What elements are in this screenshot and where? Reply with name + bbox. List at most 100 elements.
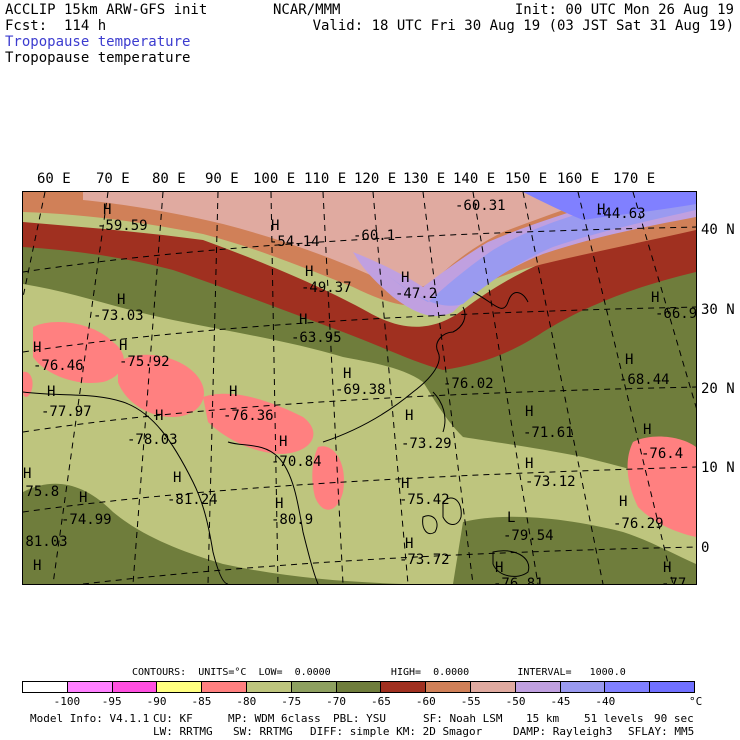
extremum-value: -49.37 [301, 280, 352, 296]
extremum-marker: H [525, 404, 533, 420]
grid-lat-30 [23, 306, 696, 353]
band-minus80-b [118, 354, 204, 417]
model-cu: CU: KF [153, 712, 193, 725]
extremum-value: -60.31 [455, 198, 506, 214]
legend-tick-label: -65 [370, 695, 391, 708]
lat-label: 0 [701, 540, 710, 556]
extremum-marker: H [275, 496, 283, 512]
extremum-value: -54.14 [269, 234, 320, 250]
legend-swatch [336, 682, 382, 692]
coastline [23, 291, 529, 584]
legend-tick-label: -85 [191, 695, 212, 708]
lon-label: 90 E [205, 171, 239, 187]
extremum-value: -77.97 [41, 404, 92, 420]
lon-label: 100 E [253, 171, 296, 187]
model-sflay: SFLAY: MM5 [628, 725, 695, 738]
legend-swatch [515, 682, 561, 692]
extremum-marker: H [405, 536, 413, 552]
contour-units: UNITS=°C [198, 667, 247, 678]
legend-swatch [291, 682, 337, 692]
islands [422, 497, 530, 577]
contour-label: CONTOURS: [132, 667, 187, 678]
extremum-value: -73.29 [401, 436, 452, 452]
legend-swatch [470, 682, 516, 692]
extremum-value: -68.44 [619, 372, 670, 388]
plot-title: ACCLIP 15km ARW-GFS init [5, 2, 208, 18]
legend-tick-label: -95 [101, 695, 122, 708]
extremum-marker: H [79, 490, 87, 506]
model-version: Model Info: V4.1.1 [30, 712, 150, 725]
legend-tick-label: -50 [505, 695, 526, 708]
extremum-value: -75.92 [119, 354, 170, 370]
extremum-value: -76.81 [493, 576, 544, 584]
extremum-marker: H [495, 560, 503, 576]
source-center: NCAR/MMM [273, 2, 341, 18]
extremum-value: -63.95 [291, 330, 342, 346]
contour-low: LOW= 0.0000 [258, 667, 331, 678]
extremum-marker: H [173, 470, 181, 486]
model-lw: LW: RRTMG [153, 725, 213, 738]
extremum-marker: H [33, 340, 41, 356]
legend-swatch [381, 682, 427, 692]
legend-unit: °C [689, 695, 703, 708]
graticule [23, 192, 696, 584]
band-minus45 [383, 192, 696, 306]
model-timestep: 90 sec [654, 712, 694, 725]
extremum-marker: H [401, 270, 409, 286]
model-sw: SW: RRTMG [233, 725, 293, 738]
extremum-marker: H [119, 338, 127, 354]
extremum-marker: H [299, 312, 307, 328]
band-minus80-d [312, 446, 344, 510]
extremum-value: -44.63 [595, 206, 646, 222]
extremum-marker: H [405, 408, 413, 424]
extremum-marker: H [663, 560, 671, 576]
band-minus70-south [23, 483, 403, 584]
field-label-shaded: Tropopause temperature [5, 34, 191, 50]
lat-label: 30 N [701, 302, 735, 318]
extremum-value: -80.9 [271, 512, 313, 528]
extremum-value: -60.1 [353, 228, 395, 244]
legend-tick-label: -70 [326, 695, 346, 708]
legend-swatch [202, 682, 247, 692]
extremum-marker: H [343, 366, 351, 382]
extremum-marker: H [103, 202, 111, 218]
color-legend [22, 681, 695, 693]
lat-label: 20 N [701, 381, 735, 397]
legend-swatch [67, 682, 113, 692]
lon-label: 140 E [453, 171, 496, 187]
lon-label: 110 E [304, 171, 347, 187]
grid-lon [632, 192, 696, 409]
legend-swatch [560, 682, 606, 692]
legend-tick-label: -60 [415, 695, 436, 708]
extremum-value: -47.2 [395, 286, 437, 302]
grid-lat-20 [23, 386, 696, 433]
extremum-value: -66.9 [655, 306, 696, 322]
extremum-value: -75.8 [23, 484, 59, 500]
grid-lon [23, 192, 46, 300]
extremum-marker: H [619, 494, 627, 510]
lon-label: 70 E [96, 171, 130, 187]
grid-lat-40 [23, 226, 696, 273]
extremum-marker: H [229, 384, 237, 400]
forecast-hour: Fcst: 114 h [5, 18, 107, 34]
extremum-value: -76.46 [33, 358, 84, 374]
extremum-value: -76.29 [613, 516, 664, 532]
band-minus80-f [23, 371, 33, 397]
grid-lat-10 [23, 466, 696, 513]
grid-lon [577, 192, 674, 584]
legend-tick-label: -75 [281, 695, 302, 708]
extremum-value: -76.02 [443, 376, 494, 392]
extremum-marker: H [271, 218, 279, 234]
grid-lon [472, 192, 539, 584]
extremum-marker: H [651, 290, 659, 306]
extremum-marker: H [117, 292, 125, 308]
extremum-value: -59.59 [97, 218, 148, 234]
legend-swatch [157, 682, 203, 692]
band-minus40 [523, 192, 696, 220]
legend-swatch [23, 682, 68, 692]
extrema-labels: H -59.59 H -54.14 -60.1 -60.31 H -44.63 … [23, 198, 696, 584]
model-sf: SF: Noah LSM [423, 712, 503, 725]
legend-tick-label: -40 [595, 695, 616, 708]
band-minus65 [23, 222, 696, 370]
extremum-value: -77 [661, 576, 686, 584]
